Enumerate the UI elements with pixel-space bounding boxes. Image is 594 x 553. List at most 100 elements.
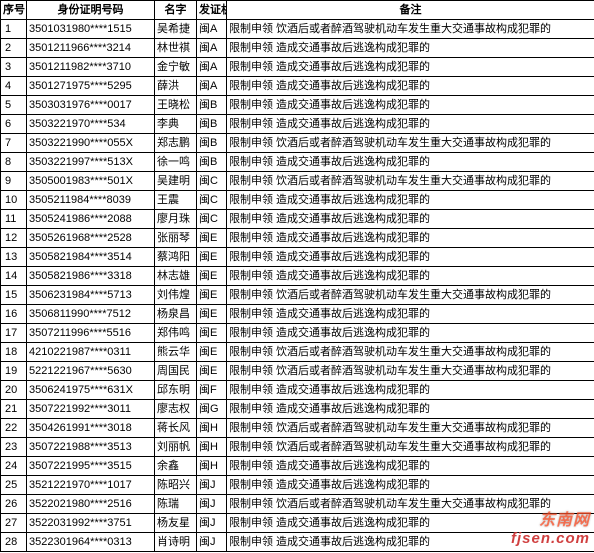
cell-id: 3506231984****5713 bbox=[27, 286, 155, 305]
cell-note: 限制申领 饮酒后或者醉酒驾驶机动车发生重大交通事故构成犯罪的 bbox=[227, 20, 594, 39]
cell-seq: 13 bbox=[1, 248, 27, 267]
cell-note: 限制申领 造成交通事故后逃逸构成犯罪的 bbox=[227, 476, 594, 495]
col-header-name: 名字 bbox=[155, 1, 197, 20]
table-row: 53503031976****0017王晓松闽B限制申领 造成交通事故后逃逸构成… bbox=[1, 96, 594, 115]
table-row: 63503221970****534李典闽B限制申领 造成交通事故后逃逸构成犯罪… bbox=[1, 115, 594, 134]
cell-note: 限制申领 造成交通事故后逃逸构成犯罪的 bbox=[227, 457, 594, 476]
cell-note: 限制申领 造成交通事故后逃逸构成犯罪的 bbox=[227, 324, 594, 343]
cell-name: 肖诗明 bbox=[155, 533, 197, 552]
cell-seq: 7 bbox=[1, 134, 27, 153]
cell-id: 3521221970****1017 bbox=[27, 476, 155, 495]
table-row: 23501211966****3214林世祺闽A限制申领 造成交通事故后逃逸构成… bbox=[1, 39, 594, 58]
cell-note: 限制申领 造成交通事故后逃逸构成犯罪的 bbox=[227, 58, 594, 77]
cell-org: 闽G bbox=[197, 400, 227, 419]
table-row: 13501031980****1515吴希捷闽A限制申领 饮酒后或者醉酒驾驶机动… bbox=[1, 20, 594, 39]
table-row: 133505821984****3514蔡鸿阳闽E限制申领 造成交通事故后逃逸构… bbox=[1, 248, 594, 267]
cell-org: 闽J bbox=[197, 533, 227, 552]
cell-seq: 20 bbox=[1, 381, 27, 400]
cell-seq: 18 bbox=[1, 343, 27, 362]
col-header-note: 备注 bbox=[227, 1, 594, 20]
cell-name: 吴建明 bbox=[155, 172, 197, 191]
cell-id: 3522301964****0313 bbox=[27, 533, 155, 552]
cell-org: 闽E bbox=[197, 229, 227, 248]
cell-note: 限制申领 饮酒后或者醉酒驾驶机动车发生重大交通事故构成犯罪的 bbox=[227, 172, 594, 191]
cell-id: 3505821986****3318 bbox=[27, 267, 155, 286]
cell-name: 吴希捷 bbox=[155, 20, 197, 39]
cell-note: 限制申领 饮酒后或者醉酒驾驶机动车发生重大交通事故构成犯罪的 bbox=[227, 438, 594, 457]
cell-seq: 11 bbox=[1, 210, 27, 229]
cell-name: 余鑫 bbox=[155, 457, 197, 476]
table-row: 73503221990****055X郑志鹏闽B限制申领 饮酒后或者醉酒驾驶机动… bbox=[1, 134, 594, 153]
cell-org: 闽J bbox=[197, 495, 227, 514]
cell-name: 王震 bbox=[155, 191, 197, 210]
cell-note: 限制申领 造成交通事故后逃逸构成犯罪的 bbox=[227, 267, 594, 286]
cell-name: 熊云华 bbox=[155, 343, 197, 362]
cell-name: 徐一鸣 bbox=[155, 153, 197, 172]
cell-seq: 8 bbox=[1, 153, 27, 172]
cell-name: 林志雄 bbox=[155, 267, 197, 286]
cell-id: 3501271975****5295 bbox=[27, 77, 155, 96]
cell-org: 闽H bbox=[197, 438, 227, 457]
cell-seq: 16 bbox=[1, 305, 27, 324]
cell-id: 3506241975****631X bbox=[27, 381, 155, 400]
cell-note: 限制申领 造成交通事故后逃逸构成犯罪的 bbox=[227, 229, 594, 248]
cell-name: 林世祺 bbox=[155, 39, 197, 58]
table-row: 113505241986****2088廖月珠闽C限制申领 造成交通事故后逃逸构… bbox=[1, 210, 594, 229]
cell-seq: 10 bbox=[1, 191, 27, 210]
cell-id: 3522021980****2516 bbox=[27, 495, 155, 514]
cell-seq: 23 bbox=[1, 438, 27, 457]
cell-id: 3503221990****055X bbox=[27, 134, 155, 153]
cell-seq: 9 bbox=[1, 172, 27, 191]
cell-org: 闽B bbox=[197, 115, 227, 134]
col-header-org: 发证机关 bbox=[197, 1, 227, 20]
cell-seq: 6 bbox=[1, 115, 27, 134]
cell-seq: 22 bbox=[1, 419, 27, 438]
cell-note: 限制申领 造成交通事故后逃逸构成犯罪的 bbox=[227, 210, 594, 229]
cell-seq: 17 bbox=[1, 324, 27, 343]
cell-name: 张丽琴 bbox=[155, 229, 197, 248]
table-row: 143505821986****3318林志雄闽E限制申领 造成交通事故后逃逸构… bbox=[1, 267, 594, 286]
cell-org: 闽A bbox=[197, 58, 227, 77]
cell-name: 李典 bbox=[155, 115, 197, 134]
cell-org: 闽A bbox=[197, 77, 227, 96]
cell-id: 3503031976****0017 bbox=[27, 96, 155, 115]
table-row: 43501271975****5295薛洪闽A限制申领 造成交通事故后逃逸构成犯… bbox=[1, 77, 594, 96]
col-header-id: 身份证明号码 bbox=[27, 1, 155, 20]
cell-name: 杨泉昌 bbox=[155, 305, 197, 324]
cell-id: 3505261968****2528 bbox=[27, 229, 155, 248]
cell-note: 限制申领 造成交通事故后逃逸构成犯罪的 bbox=[227, 381, 594, 400]
cell-org: 闽B bbox=[197, 96, 227, 115]
cell-name: 蔡鸿阳 bbox=[155, 248, 197, 267]
cell-org: 闽C bbox=[197, 172, 227, 191]
table-row: 33501211982****3710金宁敏闽A限制申领 造成交通事故后逃逸构成… bbox=[1, 58, 594, 77]
cell-seq: 15 bbox=[1, 286, 27, 305]
table-body: 13501031980****1515吴希捷闽A限制申领 饮酒后或者醉酒驾驶机动… bbox=[1, 20, 594, 552]
cell-seq: 25 bbox=[1, 476, 27, 495]
table-row: 195221221967****5630周国民闽E限制申领 饮酒后或者醉酒驾驶机… bbox=[1, 362, 594, 381]
cell-seq: 2 bbox=[1, 39, 27, 58]
header-row: 序号 身份证明号码 名字 发证机关 备注 bbox=[1, 1, 594, 20]
cell-org: 闽E bbox=[197, 286, 227, 305]
table-row: 263522021980****2516陈瑞闽J限制申领 饮酒后或者醉酒驾驶机动… bbox=[1, 495, 594, 514]
table-row: 173507211996****5516郑伟鸣闽E限制申领 造成交通事故后逃逸构… bbox=[1, 324, 594, 343]
cell-org: 闽J bbox=[197, 514, 227, 533]
cell-id: 3507211996****5516 bbox=[27, 324, 155, 343]
cell-seq: 1 bbox=[1, 20, 27, 39]
table-row: 243507221995****3515余鑫闽H限制申领 造成交通事故后逃逸构成… bbox=[1, 457, 594, 476]
cell-name: 王晓松 bbox=[155, 96, 197, 115]
table-row: 83503221997****513X徐一鸣闽B限制申领 造成交通事故后逃逸构成… bbox=[1, 153, 594, 172]
cell-note: 限制申领 造成交通事故后逃逸构成犯罪的 bbox=[227, 77, 594, 96]
cell-id: 3503221970****534 bbox=[27, 115, 155, 134]
table-row: 233507221988****3513刘丽帆闽H限制申领 饮酒后或者醉酒驾驶机… bbox=[1, 438, 594, 457]
cell-note: 限制申领 造成交通事故后逃逸构成犯罪的 bbox=[227, 96, 594, 115]
cell-id: 3501031980****1515 bbox=[27, 20, 155, 39]
cell-org: 闽H bbox=[197, 457, 227, 476]
table-header: 序号 身份证明号码 名字 发证机关 备注 bbox=[1, 1, 594, 20]
cell-seq: 24 bbox=[1, 457, 27, 476]
cell-org: 闽E bbox=[197, 324, 227, 343]
cell-seq: 3 bbox=[1, 58, 27, 77]
cell-org: 闽B bbox=[197, 134, 227, 153]
cell-id: 3507221995****3515 bbox=[27, 457, 155, 476]
cell-seq: 26 bbox=[1, 495, 27, 514]
cell-name: 郑伟鸣 bbox=[155, 324, 197, 343]
